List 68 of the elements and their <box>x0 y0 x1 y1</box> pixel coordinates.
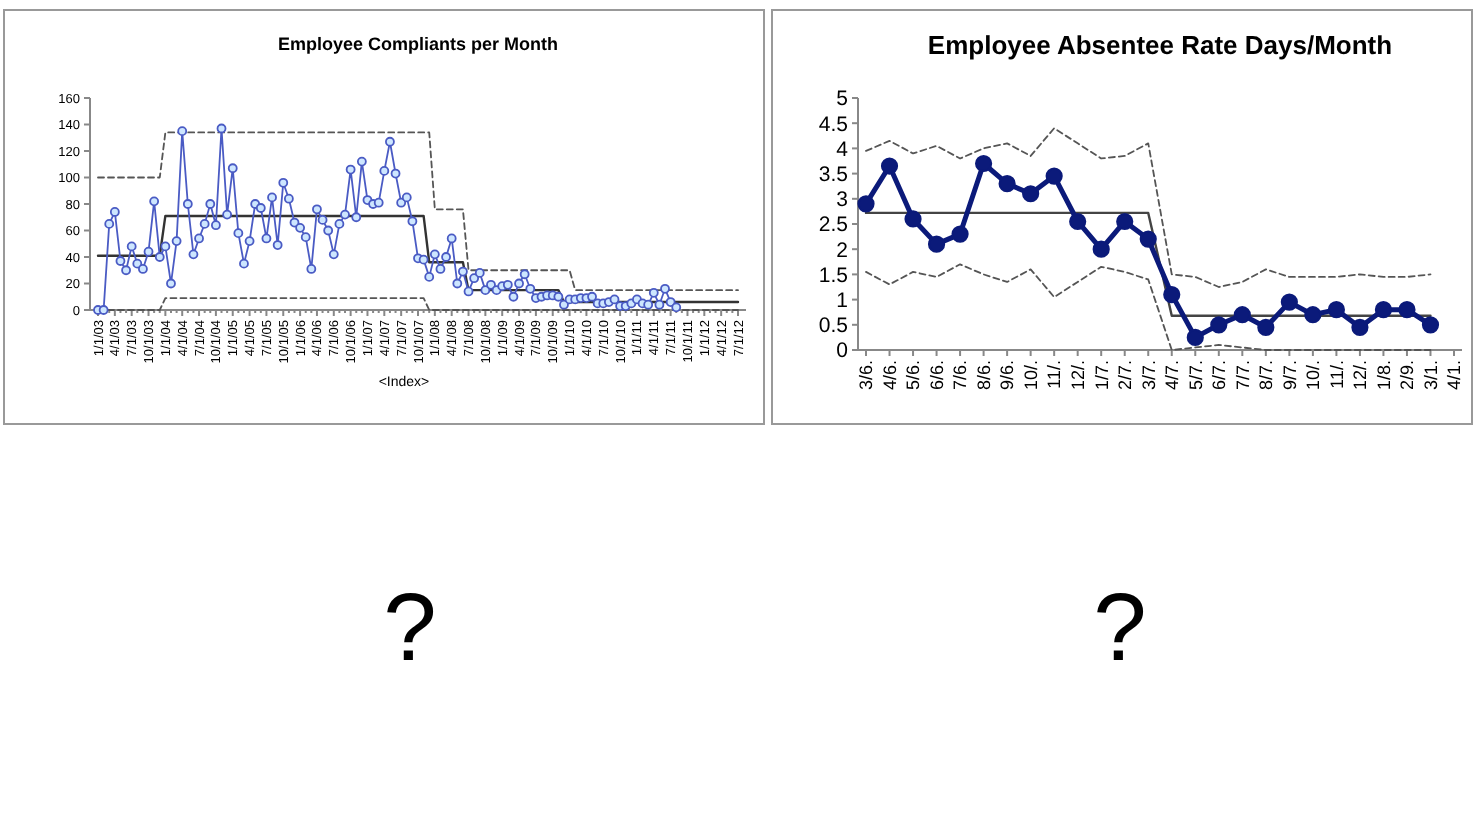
point <box>951 225 969 243</box>
point <box>1163 285 1181 304</box>
y-tick-label: 3 <box>836 188 849 213</box>
point <box>1045 167 1063 185</box>
chart-title: Employee Absentee Rate Days/Month <box>927 30 1393 60</box>
point <box>1233 306 1251 324</box>
x-tick-label: 3/7. <box>1138 360 1159 391</box>
point <box>904 210 922 228</box>
x-tick-label: 11/. <box>1326 360 1347 389</box>
point <box>880 157 899 175</box>
x-tick-label: 12/. <box>1067 360 1088 391</box>
point <box>1421 316 1440 334</box>
point <box>1327 301 1345 319</box>
x-tick-label: 12/. <box>1350 360 1371 391</box>
point <box>1304 306 1322 324</box>
y-tick-label: 2.5 <box>818 213 849 238</box>
point <box>1069 212 1087 231</box>
x-tick-label: 2/7. <box>1115 360 1136 391</box>
point <box>1257 318 1275 336</box>
x-tick-label: 4/1. <box>1444 360 1465 391</box>
x-tick-label: 2/9. <box>1397 360 1418 391</box>
chart-title: Employee Compliants per Month <box>277 34 559 54</box>
point <box>1351 318 1369 336</box>
point <box>857 195 875 213</box>
x-tick-label: 1/7. <box>1091 360 1112 391</box>
point <box>998 175 1016 193</box>
x-tick-label: 9/7. <box>1279 360 1300 391</box>
point <box>1280 293 1298 311</box>
x-tick-label: 10/. <box>1020 360 1041 391</box>
point <box>1022 185 1040 203</box>
y-tick-label: 2 <box>836 238 849 263</box>
point <box>1139 230 1157 248</box>
x-tick-label: 8/7. <box>1256 360 1277 391</box>
y-tick-label: 3.5 <box>818 162 849 187</box>
y-tick-label: 1.5 <box>818 263 849 288</box>
x-tick-label: 7/6. <box>950 360 971 391</box>
x-tick-label: 6/6. <box>926 360 947 391</box>
x-tick-label: 4/6. <box>879 360 900 391</box>
point <box>1092 240 1110 258</box>
y-tick-label: 5 <box>836 87 849 112</box>
y-tick-label: 0.5 <box>818 314 849 339</box>
point <box>1374 301 1393 319</box>
x-tick-label: 9/6. <box>997 360 1018 391</box>
point <box>927 235 946 253</box>
text: ? <box>1093 576 1147 682</box>
x-tick-label: 10/. <box>1303 360 1324 391</box>
x-tick-label: 5/6. <box>903 360 924 391</box>
point <box>975 154 993 173</box>
line-series <box>865 263 1432 351</box>
point <box>1210 316 1228 334</box>
x-tick-label: 5/7. <box>1185 360 1206 391</box>
y-tick-label: 0 <box>836 339 849 364</box>
point <box>1398 301 1416 319</box>
x-tick-label: 3/6. <box>856 360 877 391</box>
point <box>1116 212 1134 231</box>
point <box>1186 328 1204 346</box>
y-tick-label: 4 <box>836 137 849 162</box>
text: ? <box>383 576 437 682</box>
x-tick-label: 3/1. <box>1420 360 1441 391</box>
x-tick-label: 4/7. <box>1162 360 1183 391</box>
x-tick-label: 1/8. <box>1373 360 1394 391</box>
x-tick-label: 7/7. <box>1232 360 1253 391</box>
line-series <box>865 127 1432 288</box>
x-tick-label: 6/7. <box>1209 360 1230 391</box>
y-tick-label: 1 <box>836 288 849 313</box>
x-tick-label: 11/. <box>1044 360 1065 389</box>
x-tick-label: 8/6. <box>973 360 994 391</box>
y-tick-label: 4.5 <box>818 112 849 137</box>
